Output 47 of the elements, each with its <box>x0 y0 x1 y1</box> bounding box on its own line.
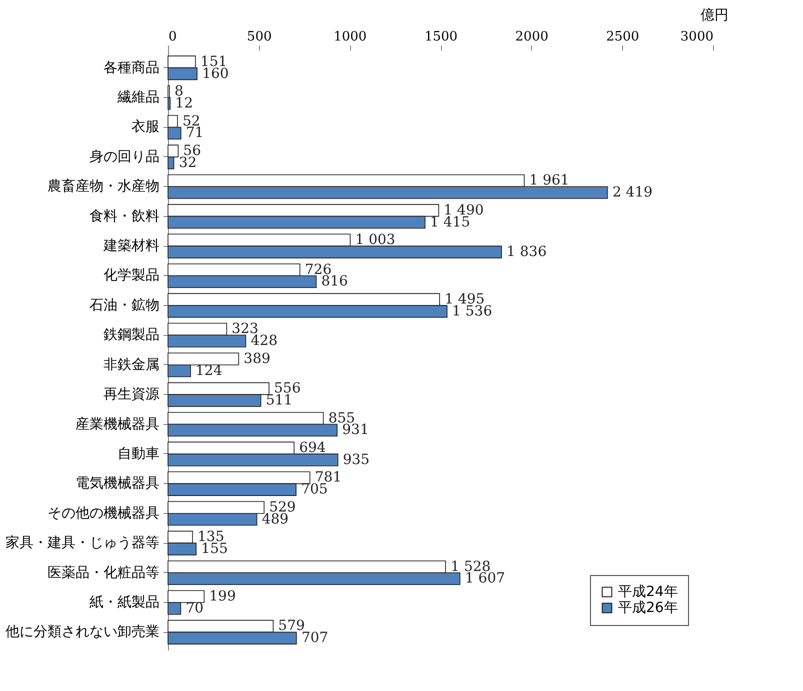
x-tick-label: 1000 <box>334 30 367 44</box>
legend-label: 平成24年 <box>618 584 678 600</box>
y-tick-label: 再生資源 <box>104 386 160 403</box>
data-label: 1 836 <box>506 244 547 260</box>
data-label: 1 003 <box>355 232 396 248</box>
data-label: 1 415 <box>430 214 470 230</box>
data-label: 1 607 <box>464 570 506 587</box>
y-tick-label: 食料・飲料 <box>90 208 160 224</box>
x-tick-label: 3000 <box>680 30 714 44</box>
data-label: 160 <box>202 66 229 82</box>
y-tick-label: 自動車 <box>118 446 160 462</box>
data-label: 1 536 <box>452 303 492 320</box>
data-label: 694 <box>299 440 326 456</box>
y-tick-label: 医薬品・化粧品等 <box>48 564 160 581</box>
y-tick-label: 鉄鋼製品 <box>104 327 160 344</box>
data-label: 70 <box>186 600 204 616</box>
data-label: 489 <box>262 511 289 528</box>
y-tick-label: 身の回り品 <box>90 148 160 165</box>
y-tick-label: 農畜産物・水産物 <box>48 178 160 195</box>
y-tick-label: 衣服 <box>132 119 160 136</box>
y-tick-label: 繊維品 <box>116 90 160 106</box>
y-tick-label: 産業機械器具 <box>76 416 160 432</box>
y-tick-label: 非鉄金属 <box>104 356 160 373</box>
y-tick-label: 石油・鉱物 <box>90 297 160 314</box>
y-tick-label: 化学製品 <box>104 268 160 284</box>
x-tick-label: 0 <box>168 30 177 44</box>
y-tick-label: 建築材料 <box>102 238 160 254</box>
data-label: 32 <box>178 154 197 171</box>
x-axis-title: 億円 <box>700 8 728 24</box>
y-tick-label: 紙・紙製品 <box>90 594 160 610</box>
x-tick-label: 1500 <box>424 30 458 44</box>
data-label: 935 <box>342 452 370 468</box>
x-tick-label: 2500 <box>606 30 640 44</box>
data-label: 124 <box>196 362 222 379</box>
x-tick-label: 500 <box>246 30 272 44</box>
y-tick-label: 他に分類されない卸売業 <box>6 624 160 640</box>
data-label: 2 419 <box>612 184 653 201</box>
y-tick-label: 電気機械器具 <box>76 476 160 492</box>
y-tick-label: その他の機械器具 <box>48 505 160 522</box>
y-tick-label: 家具・建具・じゅう器等 <box>6 535 160 552</box>
data-label: 389 <box>244 350 270 367</box>
data-label: 199 <box>209 588 236 605</box>
y-tick-label: 各種商品 <box>104 60 160 76</box>
legend-label: 平成26年 <box>618 600 678 616</box>
data-label: 707 <box>301 630 328 646</box>
x-tick-label: 2000 <box>515 30 548 44</box>
data-label: 1 961 <box>529 172 570 189</box>
